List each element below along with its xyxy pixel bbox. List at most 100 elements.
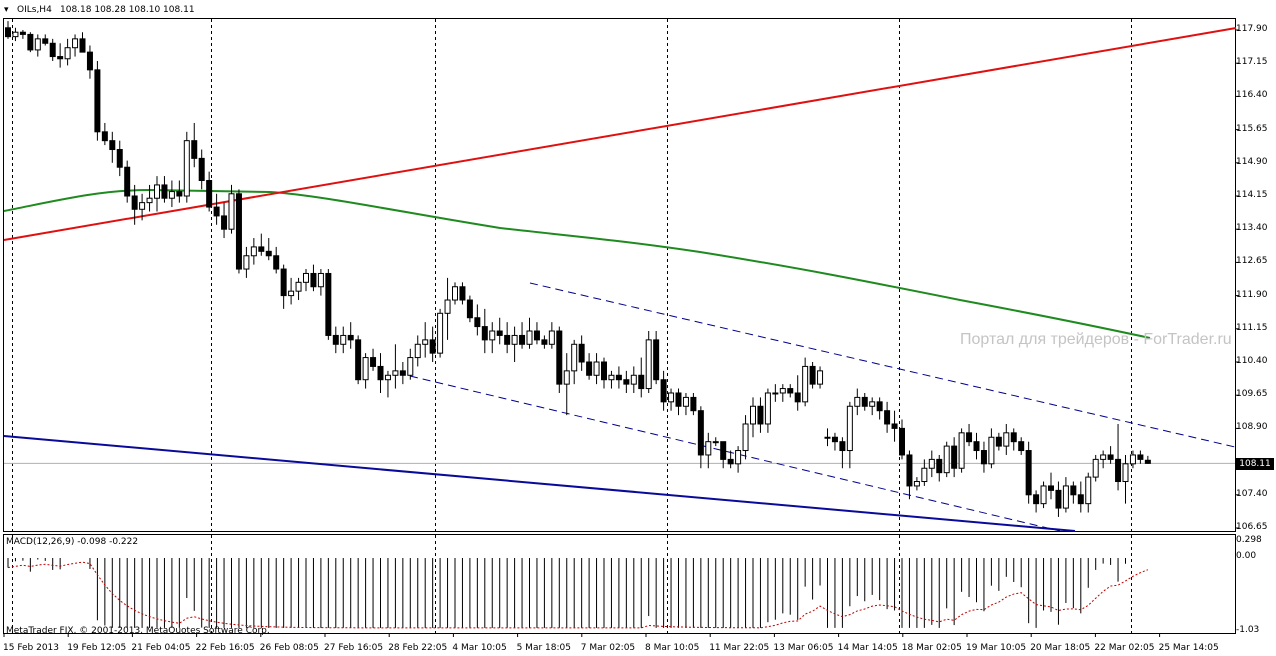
candle-body (928, 458, 935, 469)
price-axis-label: 113.40 (1236, 223, 1268, 234)
macd-axis-label: -1.03 (1236, 625, 1260, 635)
candle-body (250, 246, 257, 257)
candle-body (1033, 494, 1040, 505)
candles (5, 21, 1151, 517)
candle-body (943, 445, 950, 474)
price-axis-label: 114.90 (1236, 156, 1268, 167)
candle-body (101, 131, 108, 142)
ohlc-quotes: 108.18 108.28 108.10 108.11 (60, 5, 195, 15)
candle-body (109, 140, 116, 151)
macd-label: MACD(12,26,9) -0.098 -0.222 (6, 537, 139, 547)
candle-body (206, 180, 213, 208)
time-axis-label: 25 Mar 14:05 (1158, 643, 1219, 653)
candle-body (1025, 450, 1032, 496)
candle-body (139, 202, 146, 210)
symbol-menu-icon[interactable]: ▾ (4, 5, 9, 15)
candle-body (42, 38, 49, 44)
candle-body (586, 361, 593, 376)
channel-bottom (409, 375, 1061, 532)
candle-body (846, 405, 853, 452)
time-axis-label: 26 Feb 08:05 (259, 643, 319, 653)
price-axis-label: 115.65 (1236, 123, 1268, 134)
candle-body (131, 195, 138, 210)
time-axis-label: 8 Mar 10:05 (645, 643, 700, 653)
candle-body (921, 467, 928, 483)
candle-body (1092, 458, 1099, 478)
candle-body (645, 339, 652, 390)
candle-body (705, 441, 712, 456)
time-axis-label: 13 Mar 06:05 (773, 643, 834, 653)
candle-body (72, 38, 79, 49)
candle-body (988, 436, 995, 465)
candle-body (958, 432, 965, 469)
time-axis-label: 11 Mar 22:05 (709, 643, 770, 653)
candle-body (481, 326, 488, 341)
candle-body (437, 312, 444, 354)
candle-body (735, 450, 742, 465)
candle-body (533, 330, 540, 341)
main-plot-frame (3, 18, 1236, 532)
time-axis-label: 22 Mar 02:05 (1094, 643, 1155, 653)
candle-body (392, 370, 399, 376)
time-axis-label: 5 Mar 18:05 (516, 643, 571, 653)
watermark: Портал для трейдеров - ForTrader.ru (960, 331, 1232, 348)
time-axis-label: 21 Feb 04:05 (131, 643, 191, 653)
candle-body (124, 166, 131, 197)
candle-body (1107, 454, 1114, 460)
candle-body (49, 42, 56, 58)
time-axis-label: 4 Mar 10:05 (452, 643, 507, 653)
candle-body (444, 299, 451, 314)
candle-body (27, 33, 34, 51)
macd-plot-frame (3, 534, 1236, 634)
candle-body (146, 197, 153, 204)
candle-body (839, 441, 846, 452)
candle-body (578, 343, 585, 363)
candle-body (19, 31, 26, 35)
candle-body (750, 405, 756, 425)
candle-body (630, 374, 637, 385)
candle-body (675, 392, 682, 407)
candle-body (34, 38, 41, 51)
candle-body (1040, 485, 1047, 505)
candle-body (370, 357, 377, 367)
candle-body (682, 396, 689, 407)
candle-body (191, 140, 198, 159)
candle-body (332, 334, 339, 345)
candle-body (340, 334, 347, 345)
candle-body (794, 392, 801, 403)
candle-body (317, 272, 324, 288)
candle-body (861, 396, 868, 407)
candle-body (12, 31, 19, 38)
candle-body (57, 56, 64, 60)
candle-body (1122, 463, 1129, 483)
candle-body (638, 374, 645, 390)
candle-body (1129, 454, 1136, 465)
candle-body (407, 357, 414, 376)
time-axis-label: 19 Mar 10:05 (966, 643, 1027, 653)
candle-body (325, 272, 332, 336)
price-axis-label: 111.15 (1236, 322, 1268, 333)
candle-body (697, 410, 704, 456)
candle-body (1062, 485, 1069, 509)
candle-body (295, 281, 302, 292)
candle-body (720, 441, 727, 460)
candle-body (995, 436, 1002, 447)
candle-body (1137, 454, 1144, 460)
candle-body (459, 286, 466, 301)
candle-body (891, 423, 898, 429)
time-axis-label: 20 Mar 18:05 (1030, 643, 1091, 653)
candle-body (712, 441, 719, 444)
candle-body (258, 246, 265, 252)
symbol-label: OILs,H4 (17, 5, 52, 15)
candle-body (779, 388, 786, 394)
candle-body (198, 157, 205, 182)
candle-body (556, 330, 563, 385)
candle-body (243, 255, 250, 270)
candle-body (94, 69, 101, 133)
time-axis-label: 14 Mar 14:05 (837, 643, 898, 653)
candle-body (1018, 441, 1025, 452)
candle-body (79, 38, 86, 53)
candle-body (727, 458, 734, 465)
candle-body (377, 365, 384, 381)
